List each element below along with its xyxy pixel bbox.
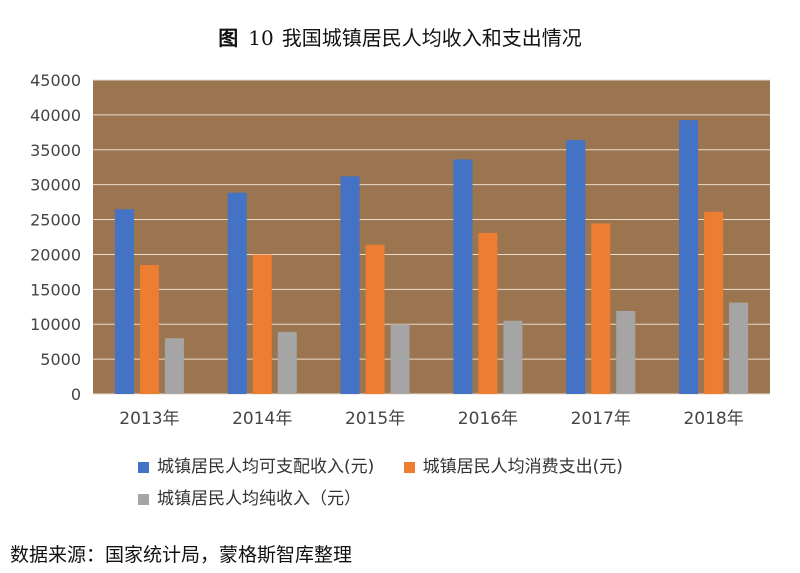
y-tick-label: 20000 <box>30 245 81 264</box>
y-tick-label: 45000 <box>30 71 81 90</box>
legend-swatch-blue <box>138 461 149 473</box>
legend-label: 城镇居民人均纯收入（元） <box>157 489 361 509</box>
x-tick-label: 2013年 <box>119 409 179 429</box>
legend-item-consumption: 城镇居民人均消费支出(元) <box>403 452 623 477</box>
y-tick-label: 35000 <box>30 141 81 160</box>
legend-item-net-income: 城镇居民人均纯收入（元） <box>138 484 361 509</box>
bar <box>478 232 498 394</box>
source-note: 数据来源：国家统计局，蒙格斯智库整理 <box>10 544 353 566</box>
legend-label: 城镇居民人均消费支出(元) <box>422 457 623 477</box>
y-tick-label: 0 <box>71 385 81 404</box>
bar <box>704 211 724 394</box>
bar <box>616 310 636 394</box>
y-tick-label: 15000 <box>30 280 81 299</box>
x-tick-label: 2017年 <box>571 409 631 429</box>
bar <box>340 176 360 394</box>
legend-swatch-gray <box>138 493 149 505</box>
bar <box>729 302 749 394</box>
y-tick-label: 40000 <box>30 106 81 125</box>
bar <box>164 338 184 394</box>
y-tick-label: 10000 <box>30 315 81 334</box>
y-tick-label: 30000 <box>30 176 81 195</box>
bar <box>591 223 611 394</box>
bar <box>503 320 523 394</box>
x-tick-label: 2018年 <box>683 409 743 429</box>
bar-chart: 0 5000 10000 15000 20000 25000 30000 35000 40000… <box>30 71 770 429</box>
bar <box>277 331 297 394</box>
gridlines <box>93 79 770 395</box>
x-axis-ticks: 2013年 2014年 2015年 2016年 2017年 2018年 <box>119 409 743 429</box>
bar <box>566 140 586 394</box>
figure-title: 我国城镇居民人均收入和支出情况 <box>281 26 582 50</box>
bars-group <box>114 120 749 395</box>
legend-label: 城镇居民人均可支配收入(元) <box>157 457 375 477</box>
legend-item-disposable-income: 城镇居民人均可支配收入(元) <box>138 452 374 477</box>
y-axis-ticks: 0 5000 10000 15000 20000 25000 30000 35000 40000… <box>30 71 81 404</box>
bar <box>453 159 473 394</box>
chart-title: 图 10 我国城镇居民人均收入和支出情况 <box>0 22 800 51</box>
x-tick-label: 2015年 <box>345 409 405 429</box>
y-tick-label: 25000 <box>30 211 81 230</box>
bar <box>679 120 699 395</box>
bar <box>114 209 134 394</box>
bar <box>365 244 385 394</box>
bar <box>390 324 410 394</box>
x-tick-label: 2014年 <box>232 409 292 429</box>
figure-number: 10 <box>248 26 274 50</box>
bar <box>252 254 272 394</box>
bar <box>139 264 159 394</box>
y-tick-label: 5000 <box>40 350 81 369</box>
bar <box>227 192 247 394</box>
figure-label: 图 <box>218 26 239 50</box>
x-tick-label: 2016年 <box>458 409 518 429</box>
plot-area <box>93 80 770 394</box>
legend-swatch-orange <box>403 461 415 473</box>
